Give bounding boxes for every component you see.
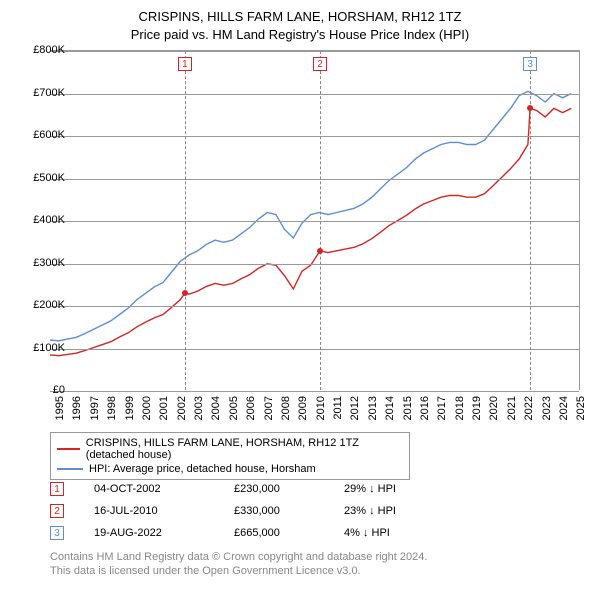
- marker-vline: [185, 51, 186, 390]
- xtick-label: 2019: [471, 396, 483, 420]
- ytick-label: £400K: [33, 214, 65, 226]
- marker-box: 1: [178, 57, 192, 71]
- sale-date: 04-OCT-2002: [94, 483, 234, 495]
- xtick-label: 2013: [367, 396, 379, 420]
- xtick-label: 1999: [124, 396, 136, 420]
- ytick-label: £100K: [33, 342, 65, 354]
- xtick-label: 2017: [436, 396, 448, 420]
- xtick-label: 1998: [106, 396, 118, 420]
- title-line-1: CRISPINS, HILLS FARM LANE, HORSHAM, RH12…: [0, 8, 600, 26]
- xtick-label: 2025: [575, 396, 587, 420]
- sale-date: 16-JUL-2010: [94, 505, 234, 517]
- xtick-label: 1997: [89, 396, 101, 420]
- gridline-y: [50, 306, 579, 307]
- title-line-2: Price paid vs. HM Land Registry's House …: [0, 26, 600, 44]
- xtick-label: 2008: [280, 396, 292, 420]
- xtick-label: 2016: [419, 396, 431, 420]
- xtick-label: 2006: [245, 396, 257, 420]
- chart-inner: 1995199619971998199920002001200220032004…: [50, 51, 579, 390]
- ytick-label: £200K: [33, 299, 65, 311]
- table-row: 1 04-OCT-2002 £230,000 29% ↓ HPI: [50, 478, 464, 500]
- legend-box: CRISPINS, HILLS FARM LANE, HORSHAM, RH12…: [50, 432, 410, 480]
- sale-dot: [317, 248, 323, 254]
- sale-delta: 4% ↓ HPI: [344, 527, 464, 539]
- gridline-y: [50, 264, 579, 265]
- sale-date: 19-AUG-2022: [94, 527, 234, 539]
- xtick-label: 2018: [454, 396, 466, 420]
- chart-plot-area: 1995199619971998199920002001200220032004…: [50, 50, 580, 390]
- xtick-label: 2004: [210, 396, 222, 420]
- gridline-y: [50, 221, 579, 222]
- xtick-label: 2007: [263, 396, 275, 420]
- ytick-label: £600K: [33, 129, 65, 141]
- sales-table: 1 04-OCT-2002 £230,000 29% ↓ HPI 2 16-JU…: [50, 478, 464, 544]
- gridline-y: [50, 51, 579, 52]
- xtick-label: 2022: [523, 396, 535, 420]
- legend-swatch-property: [57, 448, 80, 450]
- ytick-label: £300K: [33, 257, 65, 269]
- sale-price: £665,000: [234, 527, 344, 539]
- xtick-label: 2005: [228, 396, 240, 420]
- attribution-line-1: Contains HM Land Registry data © Crown c…: [50, 550, 427, 564]
- ytick-label: £500K: [33, 172, 65, 184]
- gridline-y: [50, 349, 579, 350]
- xtick-label: 2009: [297, 396, 309, 420]
- gridline-y: [50, 94, 579, 95]
- xtick-label: 2024: [558, 396, 570, 420]
- xtick-label: 2002: [176, 396, 188, 420]
- sale-delta: 29% ↓ HPI: [344, 483, 464, 495]
- legend-label-hpi: HPI: Average price, detached house, Hors…: [89, 463, 316, 475]
- table-row: 2 16-JUL-2010 £330,000 23% ↓ HPI: [50, 500, 464, 522]
- sale-delta: 23% ↓ HPI: [344, 505, 464, 517]
- chart-container: CRISPINS, HILLS FARM LANE, HORSHAM, RH12…: [0, 0, 600, 590]
- legend-swatch-hpi: [57, 468, 83, 470]
- ytick-label: £700K: [33, 87, 65, 99]
- xtick-label: 2011: [332, 396, 344, 420]
- xtick-label: 2003: [193, 396, 205, 420]
- xtick-label: 2001: [158, 396, 170, 420]
- attribution-line-2: This data is licensed under the Open Gov…: [50, 564, 427, 578]
- legend-row-hpi: HPI: Average price, detached house, Hors…: [57, 462, 403, 476]
- table-marker-3: 3: [50, 526, 64, 540]
- marker-vline: [530, 51, 531, 390]
- title-block: CRISPINS, HILLS FARM LANE, HORSHAM, RH12…: [0, 0, 600, 44]
- marker-vline: [320, 51, 321, 390]
- table-marker-1: 1: [50, 482, 64, 496]
- marker-box: 3: [523, 57, 537, 71]
- legend-label-property: CRISPINS, HILLS FARM LANE, HORSHAM, RH12…: [86, 437, 403, 461]
- ytick-label: £0: [53, 384, 65, 396]
- gridline-y: [50, 391, 579, 392]
- sale-price: £230,000: [234, 483, 344, 495]
- xtick-label: 2015: [402, 396, 414, 420]
- sale-price: £330,000: [234, 505, 344, 517]
- table-marker-2: 2: [50, 504, 64, 518]
- xtick-label: 2000: [141, 396, 153, 420]
- xtick-label: 2014: [384, 396, 396, 420]
- xtick-label: 2023: [541, 396, 553, 420]
- gridline-y: [50, 136, 579, 137]
- xtick-label: 2010: [315, 396, 327, 420]
- ytick-label: £800K: [33, 44, 65, 56]
- attribution: Contains HM Land Registry data © Crown c…: [50, 550, 427, 579]
- table-row: 3 19-AUG-2022 £665,000 4% ↓ HPI: [50, 522, 464, 544]
- legend-row-property: CRISPINS, HILLS FARM LANE, HORSHAM, RH12…: [57, 436, 403, 462]
- xtick-label: 2020: [488, 396, 500, 420]
- xtick-label: 1995: [54, 396, 66, 420]
- xtick-label: 2012: [349, 396, 361, 420]
- series-line-hpi: [50, 91, 571, 341]
- gridline-y: [50, 179, 579, 180]
- xtick-label: 1996: [71, 396, 83, 420]
- marker-box: 2: [313, 57, 327, 71]
- series-line-property: [50, 108, 571, 355]
- xtick-label: 2021: [506, 396, 518, 420]
